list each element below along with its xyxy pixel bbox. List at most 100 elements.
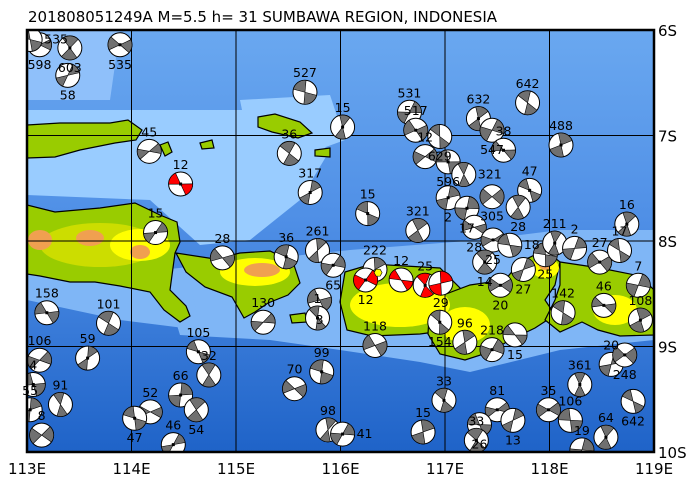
focal-mechanism[interactable] — [168, 171, 194, 197]
event-depth-label: 603 — [58, 60, 82, 75]
focal-mechanism[interactable] — [96, 310, 122, 336]
focal-mechanism[interactable] — [75, 345, 101, 371]
compressional-quadrant — [436, 185, 461, 210]
compressional-quadrant — [497, 233, 523, 258]
focal-mechanism[interactable] — [567, 371, 593, 397]
focal-mechanism[interactable] — [320, 252, 346, 278]
event-depth-label: 46 — [596, 278, 612, 293]
focal-mechanism[interactable] — [510, 256, 536, 282]
focal-mechanism[interactable] — [29, 422, 55, 448]
focal-mechanism[interactable] — [479, 184, 505, 210]
focal-mechanism[interactable] — [185, 339, 211, 365]
focal-mechanism[interactable] — [57, 35, 83, 61]
focal-mechanism[interactable] — [273, 244, 299, 270]
p-axis-marker — [476, 117, 480, 121]
focal-mechanism[interactable] — [428, 270, 454, 296]
focal-mechanism[interactable] — [515, 90, 541, 116]
focal-mechanism[interactable] — [21, 371, 46, 397]
p-axis-marker — [553, 241, 557, 245]
focal-mechanism[interactable] — [427, 309, 453, 335]
focal-mechanism[interactable] — [500, 407, 526, 433]
event-depth-label: 211 — [543, 216, 567, 231]
event-labels: 5985356035853552715531517629632547386424… — [22, 31, 652, 451]
focal-mechanism[interactable] — [548, 132, 574, 158]
focal-mechanism[interactable] — [18, 27, 43, 52]
focal-mechanism[interactable] — [353, 267, 379, 293]
compressional-quadrant — [274, 244, 298, 270]
focal-mechanism[interactable] — [535, 397, 561, 423]
focal-mechanism[interactable] — [168, 382, 194, 408]
focal-mechanism[interactable] — [620, 388, 646, 414]
event-depth-label: 47 — [127, 430, 143, 445]
focal-mechanism[interactable] — [362, 332, 388, 358]
focal-mechanism[interactable] — [330, 114, 356, 140]
focal-mechanism[interactable] — [309, 359, 335, 385]
focal-mechanism[interactable] — [136, 138, 162, 164]
focal-mechanism[interactable] — [307, 287, 333, 313]
focal-mechanism[interactable] — [497, 232, 523, 258]
event-depth-label: 70 — [287, 362, 303, 377]
focal-mechanism[interactable] — [431, 387, 457, 413]
event-depth-label: 142 — [551, 286, 575, 301]
focal-mechanism[interactable] — [410, 419, 436, 445]
focal-mechanism[interactable] — [569, 437, 595, 462]
focal-mechanism[interactable] — [34, 300, 60, 326]
focal-mechanism[interactable] — [557, 407, 583, 433]
event-depth-label: 7 — [634, 258, 642, 273]
event-depth-label: 20 — [492, 297, 508, 312]
focal-mechanism[interactable] — [209, 245, 235, 271]
focal-mechanism[interactable] — [250, 309, 276, 335]
focal-mechanism[interactable] — [183, 397, 209, 423]
focal-mechanism[interactable] — [452, 329, 478, 355]
focal-mechanism[interactable] — [305, 305, 331, 331]
focal-mechanism[interactable] — [505, 194, 531, 220]
focal-mechanism[interactable] — [55, 62, 81, 88]
focal-mechanism[interactable] — [607, 237, 633, 263]
focal-mechanism[interactable] — [593, 424, 619, 450]
focal-mechanism[interactable] — [427, 124, 453, 150]
focal-mechanism[interactable] — [472, 249, 498, 275]
focal-mechanism[interactable] — [502, 322, 528, 348]
focal-mechanism[interactable] — [454, 195, 480, 221]
focal-mechanism[interactable] — [625, 272, 651, 298]
focal-mechanism[interactable] — [591, 292, 617, 318]
focal-mechanism[interactable] — [479, 337, 505, 363]
focal-mechanism[interactable] — [305, 237, 331, 263]
p-axis-marker — [179, 393, 183, 397]
focal-mechanism[interactable] — [463, 427, 489, 452]
focal-mechanism[interactable] — [479, 117, 505, 143]
focal-mechanism[interactable] — [388, 267, 414, 293]
focal-mechanism[interactable] — [47, 392, 73, 418]
focal-mechanism[interactable] — [143, 220, 169, 246]
focal-mechanism[interactable] — [292, 79, 318, 105]
focal-mechanism[interactable] — [160, 432, 186, 457]
event-depth-label: 36 — [278, 230, 294, 245]
event-depth-label: 222 — [363, 242, 387, 257]
event-depth-label: 28 — [510, 219, 526, 234]
p-axis-marker — [546, 408, 550, 412]
focal-mechanism[interactable] — [491, 137, 517, 163]
focal-mechanism[interactable] — [122, 405, 148, 431]
focal-mechanism[interactable] — [330, 421, 356, 447]
focal-mechanism[interactable] — [550, 300, 576, 326]
focal-mechanism[interactable] — [18, 397, 43, 423]
focal-mechanism[interactable] — [276, 140, 302, 166]
focal-mechanism[interactable] — [562, 235, 588, 261]
focal-mechanism[interactable] — [435, 185, 461, 211]
focal-mechanism[interactable] — [403, 117, 429, 143]
focal-mechanism[interactable] — [355, 201, 381, 227]
focal-mechanism[interactable] — [282, 376, 308, 402]
focal-mechanism[interactable] — [196, 362, 222, 388]
focal-mechanism[interactable] — [614, 211, 640, 237]
focal-mechanism[interactable] — [107, 32, 133, 58]
focal-mechanism[interactable] — [587, 249, 613, 275]
focal-mechanism[interactable] — [297, 179, 323, 205]
event-depth-label: 105 — [186, 325, 210, 340]
focal-mechanism[interactable] — [627, 307, 653, 333]
focal-mechanism[interactable] — [487, 272, 513, 298]
focal-mechanism[interactable] — [405, 217, 431, 243]
focal-mechanism[interactable] — [461, 214, 487, 240]
event-depth-label: 35 — [541, 383, 557, 398]
focal-mechanism[interactable] — [451, 162, 477, 188]
focal-mechanism[interactable] — [612, 342, 638, 368]
